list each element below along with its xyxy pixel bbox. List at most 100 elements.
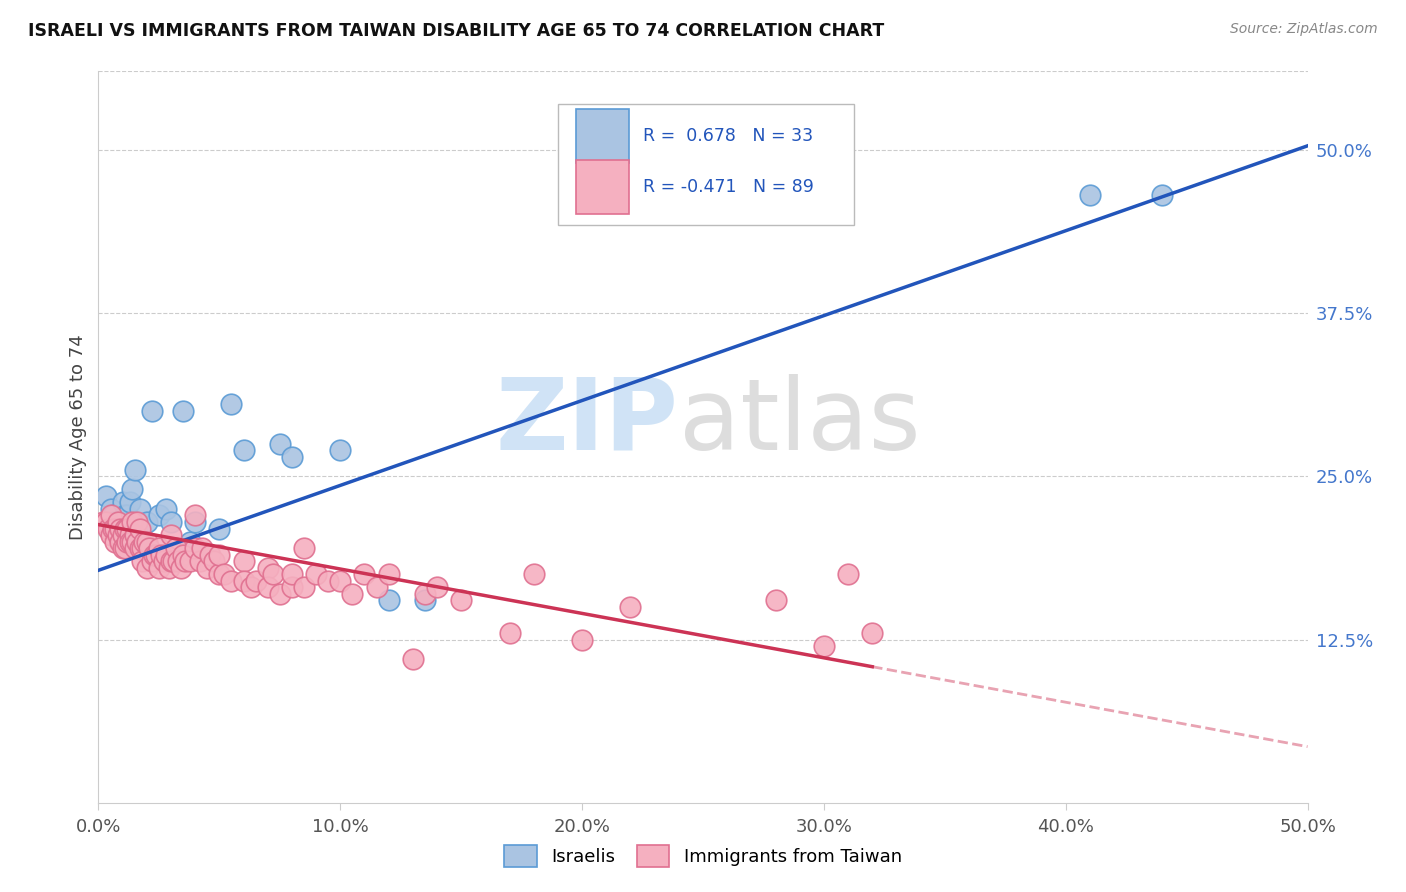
Point	[221, 397, 243, 411]
Point	[157, 560, 180, 574]
Point	[256, 560, 278, 574]
Point	[108, 521, 131, 535]
Point	[256, 580, 278, 594]
Text: atlas: atlas	[679, 374, 921, 471]
Point	[245, 574, 267, 588]
Point	[281, 450, 304, 464]
Point	[117, 534, 139, 549]
Point	[498, 626, 520, 640]
Point	[426, 580, 449, 594]
Point	[155, 502, 177, 516]
Point	[143, 548, 166, 562]
Point	[138, 541, 160, 555]
Point	[104, 515, 127, 529]
Point	[124, 541, 146, 555]
Point	[128, 541, 150, 555]
Point	[1078, 188, 1101, 202]
Point	[169, 560, 191, 574]
Point	[232, 554, 254, 568]
Point	[100, 528, 122, 542]
Point	[155, 548, 177, 562]
Point	[292, 580, 315, 594]
Point	[232, 443, 254, 458]
Point	[305, 567, 328, 582]
Point	[148, 541, 170, 555]
Point	[162, 554, 184, 568]
Point	[127, 534, 149, 549]
Point	[94, 489, 117, 503]
Point	[172, 404, 194, 418]
Point	[101, 521, 124, 535]
Point	[131, 554, 153, 568]
Point	[184, 541, 207, 555]
Point	[619, 599, 641, 614]
Point	[148, 508, 170, 523]
Point	[135, 534, 157, 549]
Text: ISRAELI VS IMMIGRANTS FROM TAIWAN DISABILITY AGE 65 TO 74 CORRELATION CHART: ISRAELI VS IMMIGRANTS FROM TAIWAN DISABI…	[28, 22, 884, 40]
Text: R =  0.678   N = 33: R = 0.678 N = 33	[643, 127, 813, 145]
Point	[104, 534, 127, 549]
Point	[292, 541, 315, 555]
Point	[413, 593, 436, 607]
Point	[107, 515, 129, 529]
Point	[179, 554, 201, 568]
Point	[413, 587, 436, 601]
Point	[127, 515, 149, 529]
Point	[765, 593, 787, 607]
Point	[131, 541, 153, 555]
Point	[134, 534, 156, 549]
Point	[152, 554, 174, 568]
Y-axis label: Disability Age 65 to 74: Disability Age 65 to 74	[69, 334, 87, 540]
Point	[188, 554, 211, 568]
Point	[179, 534, 201, 549]
Point	[165, 541, 187, 555]
Point	[402, 652, 425, 666]
Point	[91, 515, 114, 529]
Point	[148, 560, 170, 574]
Point	[128, 521, 150, 535]
Point	[353, 567, 375, 582]
Point	[141, 554, 163, 568]
Point	[150, 548, 173, 562]
Point	[111, 495, 134, 509]
Point	[145, 548, 167, 562]
Point	[107, 528, 129, 542]
Point	[167, 554, 190, 568]
Point	[118, 534, 141, 549]
Point	[97, 521, 120, 535]
Point	[262, 567, 284, 582]
Point	[329, 443, 352, 458]
Point	[191, 541, 214, 555]
Point	[118, 495, 141, 509]
Point	[204, 554, 226, 568]
Point	[127, 521, 149, 535]
Point	[377, 567, 399, 582]
Point	[281, 580, 304, 594]
Point	[571, 632, 593, 647]
Point	[860, 626, 883, 640]
Point	[208, 521, 231, 535]
Point	[269, 436, 291, 450]
Point	[172, 548, 194, 562]
Point	[114, 541, 136, 555]
Point	[94, 515, 117, 529]
Point	[118, 528, 141, 542]
Point	[342, 587, 364, 601]
Point	[117, 508, 139, 523]
Point	[131, 534, 153, 549]
Point	[316, 574, 339, 588]
Point	[208, 567, 231, 582]
Point	[135, 560, 157, 574]
Point	[121, 515, 143, 529]
Point	[128, 502, 150, 516]
Point	[160, 554, 183, 568]
Point	[121, 534, 143, 549]
Text: Source: ZipAtlas.com: Source: ZipAtlas.com	[1230, 22, 1378, 37]
Point	[121, 483, 143, 497]
Point	[523, 567, 546, 582]
Point	[813, 639, 835, 653]
Legend: Israelis, Immigrants from Taiwan: Israelis, Immigrants from Taiwan	[496, 838, 910, 874]
Point	[184, 515, 207, 529]
Text: R = -0.471   N = 89: R = -0.471 N = 89	[643, 178, 814, 196]
Point	[124, 463, 146, 477]
